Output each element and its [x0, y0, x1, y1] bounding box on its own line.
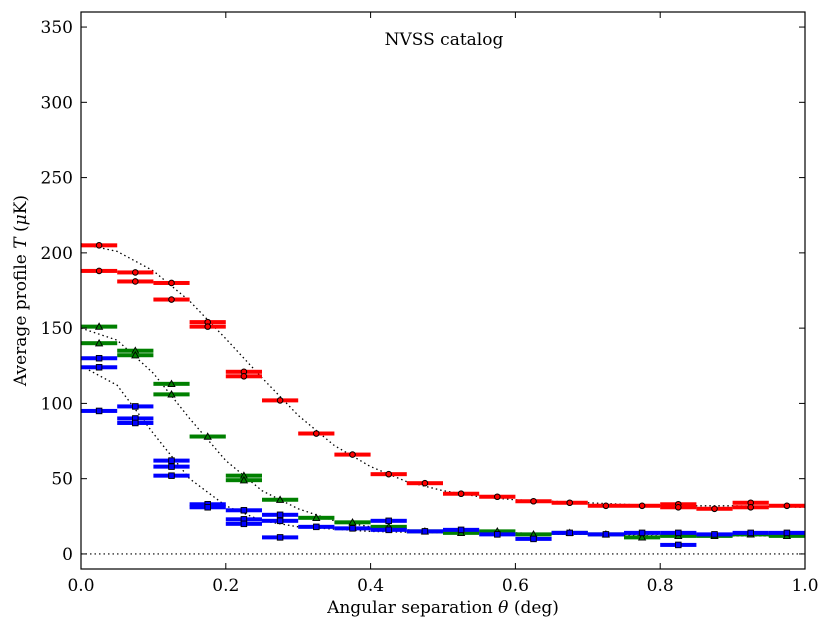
marker-circle	[421, 479, 429, 487]
marker-circle	[204, 323, 211, 330]
marker-circle	[132, 269, 139, 276]
marker-square	[349, 525, 356, 532]
y-tick-label: 300	[41, 93, 73, 113]
series-red	[81, 242, 805, 513]
marker-square	[783, 529, 791, 537]
y-tick-label: 250	[41, 169, 73, 189]
chart-annotation: NVSS catalog	[385, 30, 504, 50]
marker-circle	[132, 278, 139, 285]
marker-circle	[675, 503, 682, 511]
x-tick-label: 0.2	[212, 576, 239, 596]
marker-circle	[168, 279, 175, 287]
marker-square	[95, 364, 103, 371]
marker-circle	[747, 503, 755, 511]
marker-square	[168, 457, 175, 464]
marker-square	[240, 520, 248, 528]
y-tick-label: 100	[41, 394, 73, 414]
marker-circle	[783, 502, 791, 510]
marker-square	[95, 407, 103, 415]
marker-circle	[711, 505, 718, 513]
marker-square	[204, 504, 211, 511]
x-tick-label: 0.6	[502, 576, 529, 596]
marker-circle	[566, 499, 574, 507]
marker-square	[276, 517, 284, 525]
marker-square	[95, 354, 103, 362]
marker-circle	[349, 451, 356, 458]
marker-circle	[602, 502, 610, 510]
marker-circle	[313, 430, 320, 437]
marker-square	[457, 526, 465, 534]
marker-square	[675, 541, 682, 549]
series-blue	[81, 354, 805, 549]
marker-square	[530, 535, 537, 543]
y-tick-label: 150	[41, 319, 73, 339]
y-tick-label: 350	[41, 18, 73, 38]
axis-ticks: 0.0 0.2 0.4 0.6 0.8 1.0 0 50 100 150 200 250 300 350	[41, 12, 819, 596]
marker-square	[566, 529, 573, 537]
marker-square	[132, 403, 139, 410]
x-tick-label: 0.4	[357, 576, 384, 596]
y-tick-label: 50	[51, 470, 73, 490]
marker-triangle	[312, 513, 321, 521]
marker-square	[168, 472, 175, 479]
marker-triangle	[167, 390, 176, 398]
marker-circle	[638, 502, 646, 510]
marker-circle	[168, 296, 175, 303]
marker-square	[276, 511, 284, 519]
marker-triangle	[239, 475, 249, 484]
x-tick-label: 1.0	[791, 576, 818, 596]
marker-triangle	[348, 518, 357, 526]
model-curve-red	[80, 243, 806, 508]
marker-square	[602, 531, 610, 538]
marker-circle	[276, 397, 284, 404]
marker-square	[240, 507, 248, 514]
marker-square	[675, 529, 682, 537]
marker-square	[638, 529, 646, 537]
data-series	[81, 242, 805, 549]
y-tick-label: 0	[62, 545, 73, 565]
marker-square	[276, 534, 284, 541]
marker-square	[385, 526, 392, 534]
y-tick-label: 200	[41, 244, 73, 264]
marker-circle	[457, 490, 465, 498]
marker-triangle	[167, 379, 176, 388]
x-tick-label: 0.8	[647, 576, 674, 596]
marker-triangle	[94, 322, 104, 330]
marker-square	[747, 529, 754, 537]
marker-square	[168, 463, 175, 470]
marker-square	[313, 523, 320, 531]
marker-triangle	[131, 350, 140, 359]
marker-circle	[385, 470, 393, 478]
marker-square	[132, 419, 139, 427]
marker-circle	[530, 497, 537, 505]
marker-triangle	[94, 338, 104, 347]
marker-square	[421, 528, 429, 535]
marker-square	[494, 531, 501, 538]
marker-triangle	[203, 432, 212, 440]
marker-triangle	[275, 495, 285, 503]
marker-circle	[240, 373, 248, 380]
y-axis-label: Average profile T (μK)	[11, 195, 31, 387]
plot-frame	[80, 11, 806, 570]
marker-square	[711, 531, 718, 538]
marker-circle	[95, 267, 103, 275]
x-tick-label: 0.0	[67, 576, 94, 596]
marker-triangle	[637, 533, 647, 541]
marker-circle	[494, 493, 501, 501]
x-axis-label: Angular separation θ (deg)	[326, 598, 559, 618]
marker-circle	[95, 242, 103, 249]
marker-square	[385, 517, 392, 525]
